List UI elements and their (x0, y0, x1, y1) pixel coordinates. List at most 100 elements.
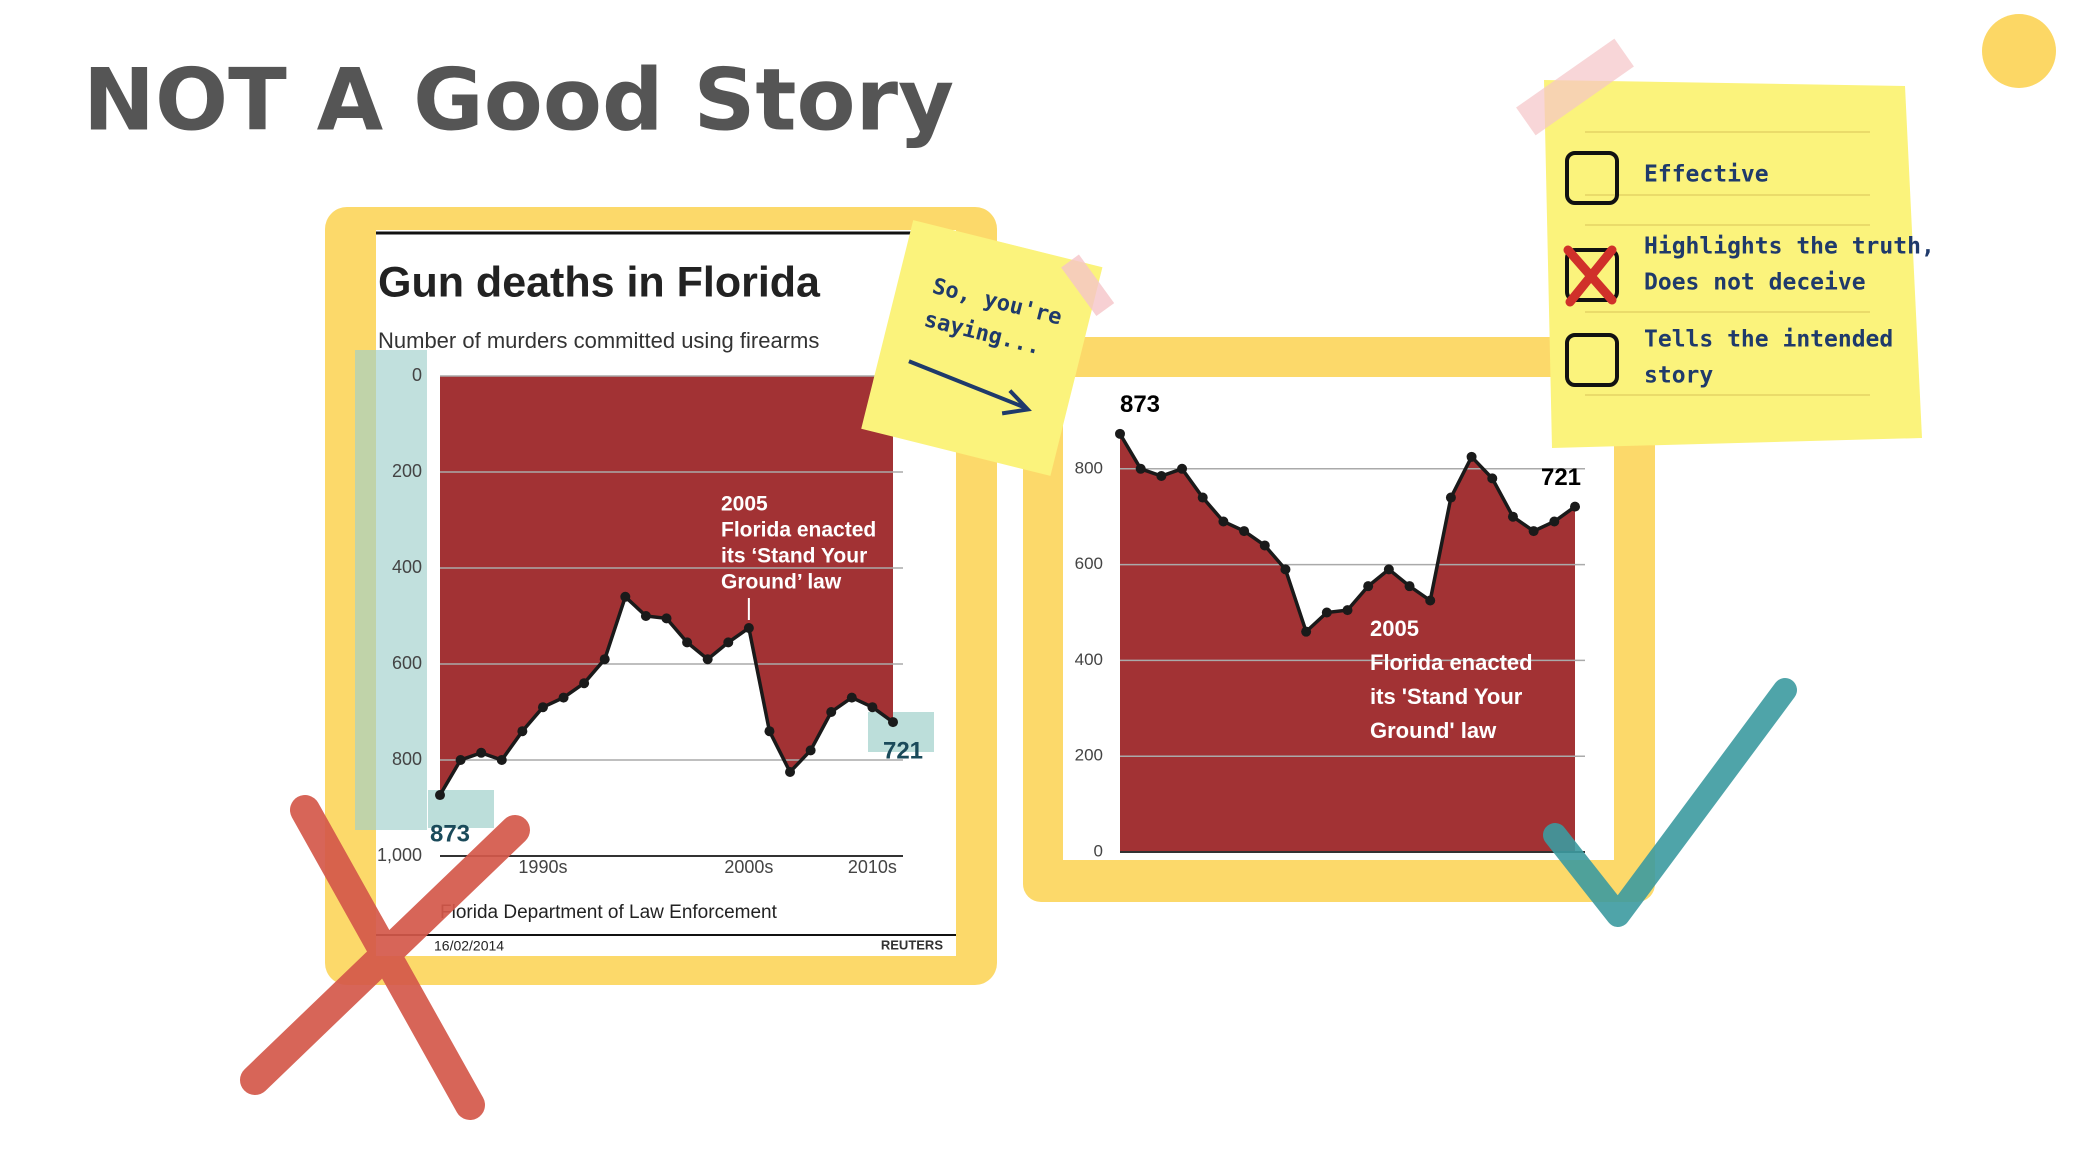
area (1120, 433, 1575, 852)
data-label: 873 (1120, 391, 1160, 418)
point (1239, 526, 1250, 537)
checklist-note: Effective Highlights the truth, Does not… (1516, 38, 1935, 448)
point (537, 702, 548, 713)
annotation: Florida enacted (721, 519, 876, 542)
area (440, 376, 893, 796)
point (1135, 463, 1146, 474)
y-tick-label: 200 (392, 461, 422, 481)
point (1404, 581, 1415, 592)
point (435, 790, 445, 801)
data-label: 721 (883, 737, 923, 764)
point (702, 654, 713, 665)
point (1363, 581, 1374, 592)
check-label: Highlights the truth, (1644, 234, 1935, 260)
sticky-note: So, you're saying... (861, 220, 1115, 476)
annotation: 2005 (721, 493, 768, 516)
point (579, 678, 590, 689)
point (1259, 540, 1270, 551)
y-tick-label: 1,000 (377, 845, 422, 865)
slide-title: NOT A Good Story (83, 50, 954, 150)
point (1425, 595, 1436, 606)
check-label: story (1644, 363, 1713, 389)
point (1280, 564, 1291, 575)
point (558, 692, 569, 703)
y-tick-label: 0 (1094, 841, 1103, 860)
point (846, 692, 857, 703)
source: Florida Department of Law Enforcement (440, 902, 778, 923)
annotation: 2005 (1370, 616, 1419, 641)
annotation: its 'Stand Your (1370, 684, 1523, 709)
point (682, 637, 693, 648)
point (661, 613, 672, 624)
point (1321, 607, 1332, 618)
note-paper (861, 220, 1103, 476)
x-tick-label: 2000s (724, 857, 773, 877)
y-tick-label: 800 (392, 749, 422, 769)
checkbox[interactable] (1565, 151, 1619, 205)
tape (1061, 254, 1115, 317)
annotation: Florida enacted (1370, 650, 1533, 675)
point (496, 755, 507, 765)
check-label: Tells the intended (1644, 327, 1893, 353)
point (1218, 516, 1229, 527)
point (1301, 626, 1312, 637)
red-x (240, 795, 530, 1120)
point (455, 755, 466, 765)
point (1342, 605, 1353, 616)
point (1115, 428, 1125, 439)
point (1528, 526, 1539, 537)
y-tick-label: 600 (392, 653, 422, 673)
y-tick-label: 400 (392, 557, 422, 577)
point (1507, 511, 1518, 522)
point (1156, 470, 1167, 481)
point (1383, 564, 1394, 575)
point (723, 637, 734, 648)
note-paper (1544, 80, 1922, 448)
checkbox[interactable] (1565, 333, 1619, 387)
annotation: Ground' law (1370, 718, 1497, 743)
x-tick-label: 1990s (518, 857, 567, 877)
point (1549, 516, 1560, 527)
tape (1516, 38, 1634, 136)
point (640, 611, 651, 621)
point (826, 707, 837, 717)
point (805, 745, 816, 756)
point (1177, 463, 1188, 474)
point (785, 767, 796, 777)
point (764, 726, 775, 737)
checkbox[interactable] (1565, 248, 1619, 302)
y-tick-label: 400 (1075, 650, 1103, 669)
annotation: Ground’ law (721, 571, 842, 594)
brush-highlight (355, 350, 427, 830)
point (1570, 501, 1580, 512)
y-tick-label: 800 (1075, 458, 1103, 477)
point (1445, 492, 1456, 503)
credit: REUTERS (881, 937, 943, 952)
point (517, 726, 528, 737)
chart-subtitle: Number of murders committed using firear… (378, 328, 819, 353)
check-mark (1543, 678, 1797, 927)
chart-right: 0 200 400 600 800 873 721 2005 Florida enacted it… (1075, 391, 1585, 860)
decor-dot (1982, 14, 2056, 88)
chart-title: Gun deaths in Florida (378, 258, 821, 306)
brush-highlight (868, 712, 934, 752)
point (888, 717, 898, 728)
date: 16/02/2014 (434, 938, 504, 954)
point (743, 623, 754, 633)
check-label: Effective (1644, 162, 1769, 188)
data-label: 721 (1541, 464, 1581, 491)
point (620, 591, 631, 602)
y-tick-label: 0 (412, 365, 422, 385)
point (599, 654, 610, 665)
cross-mark (1563, 245, 1617, 307)
x-tick-label: 2010s (848, 857, 897, 877)
annotation: its ‘Stand Your (721, 545, 867, 568)
data-label: 873 (430, 820, 470, 847)
point (1487, 473, 1498, 484)
y-tick-label: 200 (1075, 746, 1103, 765)
check-label: Does not deceive (1644, 270, 1866, 296)
point (476, 747, 487, 758)
point (1466, 451, 1477, 462)
chart-left: Gun deaths in Florida Number of murders c… (377, 258, 943, 953)
